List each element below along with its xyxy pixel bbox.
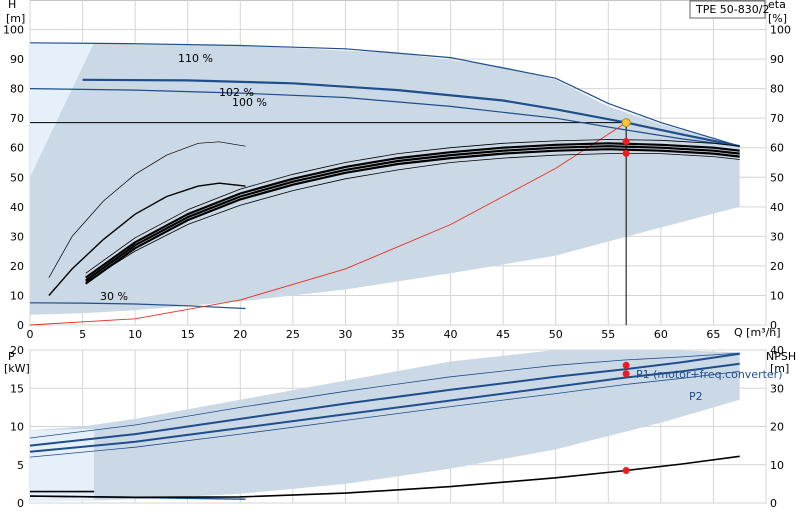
eta-y-tick-label: 20 (770, 260, 784, 273)
power-panel: 0 5 10 15 20 0 10 20 30 40 P [kW] NPSH [m] P1 (mo… (4, 344, 796, 510)
head-y-tick-label: 60 (10, 142, 24, 155)
speed-label-102: 102 % (219, 86, 254, 99)
eta-y-tick-label: 80 (770, 83, 784, 96)
x-tick-label: 55 (601, 328, 615, 341)
x-tick-label: 20 (233, 328, 247, 341)
x-tick-label: 65 (706, 328, 720, 341)
speed-curve-110 (29, 42, 740, 147)
head-y-tick-label: 20 (10, 260, 24, 273)
head-y-tick-label: 80 (10, 83, 24, 96)
eta-y-tick-label: 70 (770, 112, 784, 125)
efficiency-curve (85, 142, 740, 279)
npsh-point-marker (622, 466, 630, 474)
model-title: TPE 50-830/2 (695, 3, 769, 16)
eta-y-tick-label: 30 (770, 230, 784, 243)
head-y-tick-label: 30 (10, 230, 24, 243)
efficiency-curve-outline (85, 139, 740, 274)
eta-y-tick-label: 50 (770, 171, 784, 184)
p1-point-marker (622, 361, 630, 369)
p1-curve (29, 352, 740, 447)
efficiency-curve-outline (85, 153, 740, 283)
npsh-y-tick-label: 10 (770, 459, 784, 472)
x-tick-label: 35 (391, 328, 405, 341)
x-tick-label: 25 (286, 328, 300, 341)
p2-curve (29, 362, 740, 453)
head-y-tick-label: 40 (10, 201, 24, 214)
eta-axis-unit-top: eta (768, 0, 786, 11)
speed-curve-100 (29, 88, 740, 147)
npsh-y-tick-label: 0 (770, 497, 777, 510)
npsh-y-tick-label: 20 (770, 421, 784, 434)
eta-axis-unit-bottom: [%] (768, 12, 787, 25)
speed-curve-30 (29, 302, 246, 310)
head-y-tick-label: 100 (3, 24, 24, 37)
head-y-tick-label: 10 (10, 289, 24, 302)
power-axis-unit-top: P (8, 350, 15, 363)
x-tick-label: 10 (128, 328, 142, 341)
efficiency-curve-low-speed (48, 141, 246, 278)
duty-point-marker (621, 118, 631, 128)
power-ticks: 0 5 10 15 20 0 10 20 30 40 (10, 344, 784, 510)
npsh-axis-unit-top: NPSH (766, 350, 796, 363)
power-y-tick-label: 0 (17, 497, 24, 510)
x-tick-label: 0 (27, 328, 34, 341)
power-y-tick-label: 15 (10, 382, 24, 395)
p1-series-label: P1 (motor+freq.converter) (636, 368, 783, 381)
efficiency-point-marker (622, 138, 630, 146)
power-y-tick-label: 20 (10, 344, 24, 357)
efficiency-curve (85, 148, 740, 285)
npsh-curve (29, 455, 740, 499)
eta-y-tick-label: 0 (770, 319, 777, 332)
power-axis-unit-bottom: [kW] (4, 362, 30, 375)
npsh-y-tick-label: 30 (770, 382, 784, 395)
power-curves (29, 352, 740, 500)
head-axis-unit-top: H (8, 0, 16, 11)
system-curve (29, 122, 627, 326)
eta-y-tick-label: 100 (770, 24, 791, 37)
x-tick-label: 40 (444, 328, 458, 341)
speed-curve-102 (82, 78, 740, 148)
x-tick-label: 30 (338, 328, 352, 341)
power-curve-outline (29, 371, 740, 458)
efficiency-curve-low-speed (48, 182, 246, 296)
head-y-tick-label: 50 (10, 171, 24, 184)
power-y-tick-label: 5 (17, 459, 24, 472)
speed-label-100: 100 % (232, 96, 267, 109)
eta-y-tick-label: 40 (770, 201, 784, 214)
speed-label-110: 110 % (178, 52, 213, 65)
head-axis-unit-bottom: [m] (6, 12, 25, 25)
efficiency-curve (85, 145, 740, 282)
head-y-tick-label: 0 (17, 319, 24, 332)
x-tick-label: 50 (549, 328, 563, 341)
p2-point-marker (622, 370, 630, 378)
head-y-tick-label: 90 (10, 53, 24, 66)
head-curves (29, 42, 740, 326)
efficiency-point-marker (622, 149, 630, 157)
head-y-tick-label: 70 (10, 112, 24, 125)
power-y-tick-label: 10 (10, 421, 24, 434)
head-low-flow-region (30, 42, 95, 178)
model-title-box (689, 0, 766, 19)
p2-series-label: P2 (689, 390, 703, 403)
power-markers (622, 361, 630, 474)
x-tick-label: 45 (496, 328, 510, 341)
head-markers (621, 118, 631, 157)
eta-y-tick-label: 90 (770, 53, 784, 66)
eta-y-tick-label: 10 (770, 289, 784, 302)
x-tick-label: 5 (79, 328, 86, 341)
flow-axis-unit: Q [m³/h] (734, 326, 781, 339)
power-curve-outline (29, 352, 740, 439)
speed-label-30: 30 % (100, 290, 128, 303)
x-tick-label: 60 (654, 328, 668, 341)
x-tick-label: 15 (181, 328, 195, 341)
npsh-axis-unit-bottom: [m] (770, 362, 789, 375)
power-operating-range-area (30, 350, 740, 502)
eta-y-tick-label: 60 (770, 142, 784, 155)
npsh-y-tick-label: 40 (770, 344, 784, 357)
